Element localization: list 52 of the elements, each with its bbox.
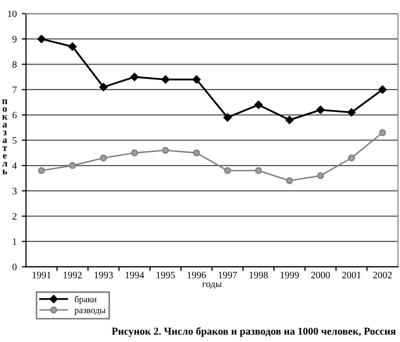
point [224, 167, 231, 174]
point [285, 116, 294, 124]
x-tick-label: 1992 [64, 272, 82, 278]
point [162, 146, 169, 154]
point [131, 149, 138, 156]
x-tick-label: 1997 [218, 272, 237, 278]
point [99, 82, 108, 92]
y-tick-label: 5 [12, 137, 17, 144]
point [161, 75, 170, 84]
legend-label: браки [74, 296, 97, 304]
y-tick-label: 3 [12, 188, 17, 194]
point [192, 75, 201, 84]
point [193, 149, 200, 156]
point [68, 42, 77, 51]
point [38, 167, 45, 174]
point [347, 108, 356, 117]
x-tick-label: 2002 [373, 272, 392, 278]
x-tick-label: 1999 [280, 272, 299, 278]
x-tick-label: 1998 [250, 272, 268, 278]
text: Рисунок 2. Число браков и разводов на 1000 человек, Россия [112, 327, 396, 337]
point [379, 129, 386, 136]
x-tick-label: 2000 [311, 272, 330, 278]
point [69, 162, 76, 169]
y-tick-label: 4 [12, 162, 17, 169]
x-axis-title: годы [202, 282, 222, 289]
x-tick-label: 1993 [94, 272, 113, 278]
point [316, 106, 325, 114]
x-tick-label: 1994 [126, 272, 144, 278]
point [286, 177, 293, 184]
x-tick-label: 1991 [32, 272, 51, 278]
x-tick-label: 2001 [342, 272, 361, 278]
legend-label: разводы [74, 308, 106, 316]
point [37, 34, 46, 44]
point [348, 154, 355, 162]
text: показатель [2, 100, 8, 174]
point [255, 167, 262, 174]
x-tick-label: 1995 [156, 272, 175, 278]
y-tick-label: 1 [12, 238, 16, 245]
y-tick-label: 2 [12, 213, 16, 220]
point [223, 113, 232, 122]
y-tick-label: 10 [8, 10, 17, 18]
point [378, 85, 387, 94]
y-tick-label: 6 [12, 112, 17, 118]
y-tick-label: 7 [12, 86, 17, 93]
point [100, 154, 107, 162]
point [317, 172, 324, 180]
y-tick-label: 0 [12, 264, 17, 270]
point [254, 100, 263, 109]
y-tick-label: 9 [12, 36, 17, 42]
y-tick-label: 8 [12, 61, 17, 68]
x-tick-label: 1996 [188, 272, 206, 278]
point [130, 72, 139, 82]
